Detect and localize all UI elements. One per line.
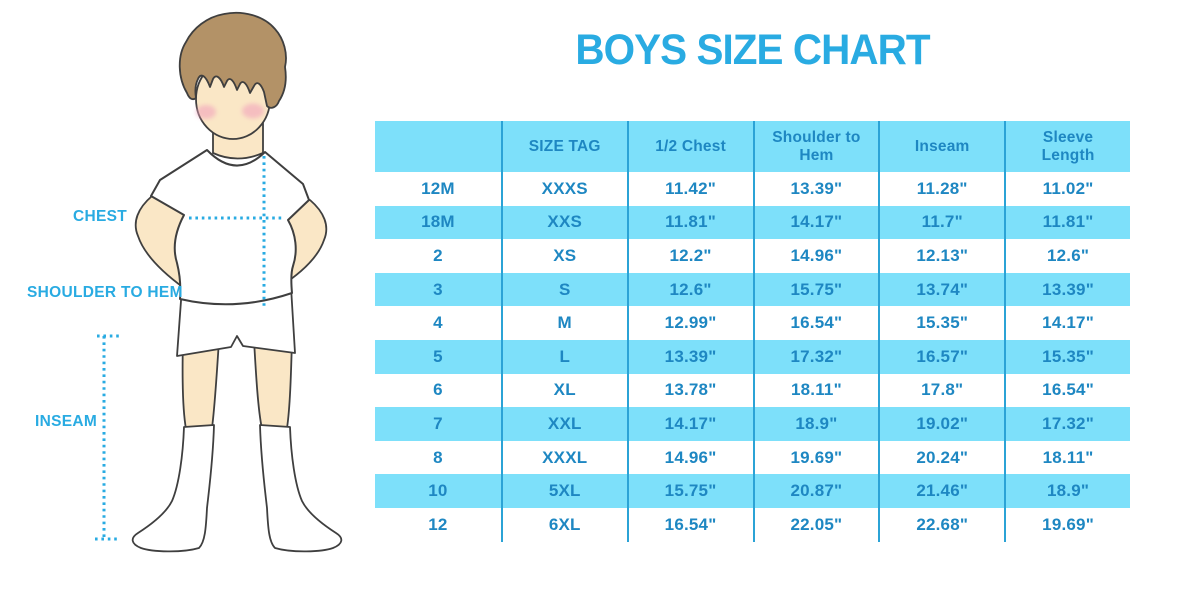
- boy-illustration: [95, 11, 343, 553]
- table-cell: XS: [500, 239, 627, 273]
- table-cell: 12.6": [1004, 239, 1130, 273]
- table-cell: 5: [433, 346, 443, 366]
- table-cell: 16.57": [878, 339, 1004, 374]
- table-row: 3 S 12.6" 15.75" 13.74" 13.39": [375, 272, 1130, 307]
- table-cell: XXXL: [500, 440, 627, 475]
- table-cell: 22.68": [878, 507, 1004, 542]
- table-row: 5 L 13.39" 17.32" 16.57" 15.35": [375, 339, 1130, 374]
- table-cell: 16.54": [626, 507, 753, 542]
- table-cell: 11.02": [1004, 172, 1130, 206]
- table-row: 12M XXXS 11.42" 13.39" 11.28" 11.02": [375, 172, 1130, 206]
- boy-right-leg: [253, 339, 293, 430]
- table-cell: 11.42": [626, 172, 753, 206]
- inseam-label: INSEAM: [35, 413, 98, 430]
- table-row: 10 5XL 15.75" 20.87" 21.46" 18.9": [375, 474, 1130, 508]
- size-chart-table: SIZE TAG 1/2 Chest Shoulder to Hem Insea…: [375, 121, 1130, 542]
- table-cell: 16.54": [752, 306, 879, 340]
- table-row: 8 XXXL 14.96" 19.69" 20.24" 18.11": [375, 440, 1130, 475]
- table-row: 7 XXL 14.17" 18.9" 19.02" 17.32": [375, 407, 1130, 441]
- table-cell: 6: [433, 380, 443, 400]
- table-cell: 20.24": [878, 440, 1004, 475]
- table-cell: 4: [433, 313, 443, 333]
- table-cell: 21.46": [878, 474, 1004, 508]
- table-row: 4 M 12.99" 16.54" 15.35" 14.17": [375, 306, 1130, 340]
- table-cell: 17.32": [752, 339, 879, 374]
- table-cell: 8: [433, 447, 443, 467]
- table-cell: 19.69": [752, 440, 879, 475]
- table-cell: 15.75": [626, 474, 753, 508]
- table-cell: 19.69": [1004, 507, 1130, 542]
- measurement-lines: [95, 156, 285, 541]
- table-cell: 12M: [421, 178, 455, 198]
- table-cell: XXL: [500, 407, 627, 441]
- table-cell: 12: [428, 514, 448, 534]
- header-cell: 1/2 Chest: [626, 121, 753, 172]
- table-cell: 14.96": [752, 239, 879, 273]
- table-cell: 14.17": [626, 407, 753, 441]
- table-cell: 13.74": [878, 272, 1004, 307]
- table-cell: 16.54": [1004, 373, 1130, 408]
- table-cell: 18.9": [1004, 474, 1130, 508]
- table-cell: 12.2": [626, 239, 753, 273]
- table-cell: XXS: [500, 205, 627, 240]
- table-cell: 7: [433, 413, 443, 433]
- table-row: 2 XS 12.2" 14.96" 12.13" 12.6": [375, 239, 1130, 273]
- table-cell: 11.81": [1004, 205, 1130, 240]
- table-cell: 19.02": [878, 407, 1004, 441]
- table-cell: XL: [500, 373, 627, 408]
- table-cell: M: [500, 306, 627, 340]
- table-cell: 11.81": [626, 205, 753, 240]
- table-cell: 18.9": [752, 407, 879, 441]
- table-cell: 12.6": [626, 272, 753, 307]
- table-cell: 17.32": [1004, 407, 1130, 441]
- table-cell: 12.99": [626, 306, 753, 340]
- header-cell: [375, 121, 501, 172]
- table-cell: 22.05": [752, 507, 879, 542]
- table-row: 6 XL 13.78" 18.11" 17.8" 16.54": [375, 373, 1130, 408]
- boy-right-sock: [259, 424, 343, 553]
- table-cell: 6XL: [500, 507, 627, 542]
- header-cell: Inseam: [878, 121, 1004, 172]
- table-cell: 18.11": [1004, 440, 1130, 475]
- table-cell: 5XL: [500, 474, 627, 508]
- shoulder-to-hem-label: SHOULDER TO HEM: [27, 284, 183, 301]
- page-title: BOYS SIZE CHART: [575, 26, 930, 74]
- table-row: 12 6XL 16.54" 22.05" 22.68" 19.69": [375, 507, 1130, 542]
- boy-left-sock: [131, 424, 215, 553]
- header-cell: Shoulder to Hem: [752, 121, 879, 172]
- table-cell: 11.7": [878, 205, 1004, 240]
- chest-label: CHEST: [73, 208, 128, 225]
- table-cell: 15.75": [752, 272, 879, 307]
- table-cell: 15.35": [1004, 339, 1130, 374]
- table-cell: L: [500, 339, 627, 374]
- table-cell: 13.39": [626, 339, 753, 374]
- table-row: 18M XXS 11.81" 14.17" 11.7" 11.81": [375, 205, 1130, 240]
- table-cell: 13.78": [626, 373, 753, 408]
- boy-tshirt: [150, 149, 310, 306]
- table-cell: 2: [433, 245, 443, 265]
- table-cell: 15.35": [878, 306, 1004, 340]
- table-cell: 18M: [421, 212, 455, 232]
- table-cell: 13.39": [1004, 272, 1130, 307]
- boy-hair: [178, 11, 287, 109]
- boy-blush-left: [196, 105, 216, 119]
- header-cell: Sleeve Length: [1004, 121, 1130, 172]
- table-cell: XXXS: [500, 172, 627, 206]
- table-cell: 14.17": [752, 205, 879, 240]
- table-cell: 14.96": [626, 440, 753, 475]
- table-cell: 11.28": [878, 172, 1004, 206]
- table-header-row: SIZE TAG 1/2 Chest Shoulder to Hem Insea…: [375, 121, 1130, 172]
- table-cell: 12.13": [878, 239, 1004, 273]
- boy-blush-right: [242, 103, 264, 119]
- table-cell: 17.8": [878, 373, 1004, 408]
- table-cell: 14.17": [1004, 306, 1130, 340]
- table-cell: 3: [433, 279, 443, 299]
- header-cell: SIZE TAG: [500, 121, 627, 172]
- table-cell: S: [500, 272, 627, 307]
- table-cell: 13.39": [752, 172, 879, 206]
- table-cell: 10: [428, 481, 448, 501]
- table-cell: 20.87": [752, 474, 879, 508]
- table-cell: 18.11": [752, 373, 879, 408]
